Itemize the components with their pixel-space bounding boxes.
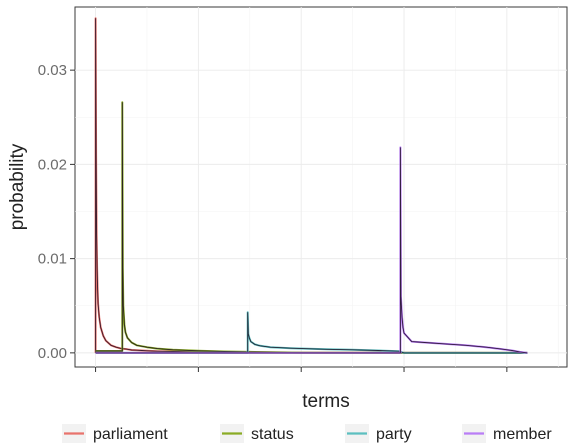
y-axis: 0.00 0.01 0.02 0.03	[38, 62, 75, 362]
x-axis-title: terms	[302, 391, 350, 412]
series-overlay-member	[95, 147, 528, 354]
y-tick-label: 0.00	[38, 345, 67, 362]
series-overlay-party	[95, 312, 528, 354]
legend-label-parliament: parliament	[93, 426, 168, 443]
x-axis	[95, 367, 508, 372]
y-tick-label: 0.01	[38, 251, 67, 268]
y-axis-title: probability	[7, 143, 28, 230]
plot-panel	[74, 6, 568, 368]
legend-label-party: party	[376, 426, 412, 443]
legend-label-status: status	[251, 426, 294, 443]
legend-label-member: member	[493, 426, 552, 443]
legend: parliament status party member	[62, 424, 552, 443]
series-layer	[94, 17, 528, 354]
y-tick-label: 0.02	[38, 156, 67, 173]
y-tick-label: 0.03	[38, 62, 67, 79]
